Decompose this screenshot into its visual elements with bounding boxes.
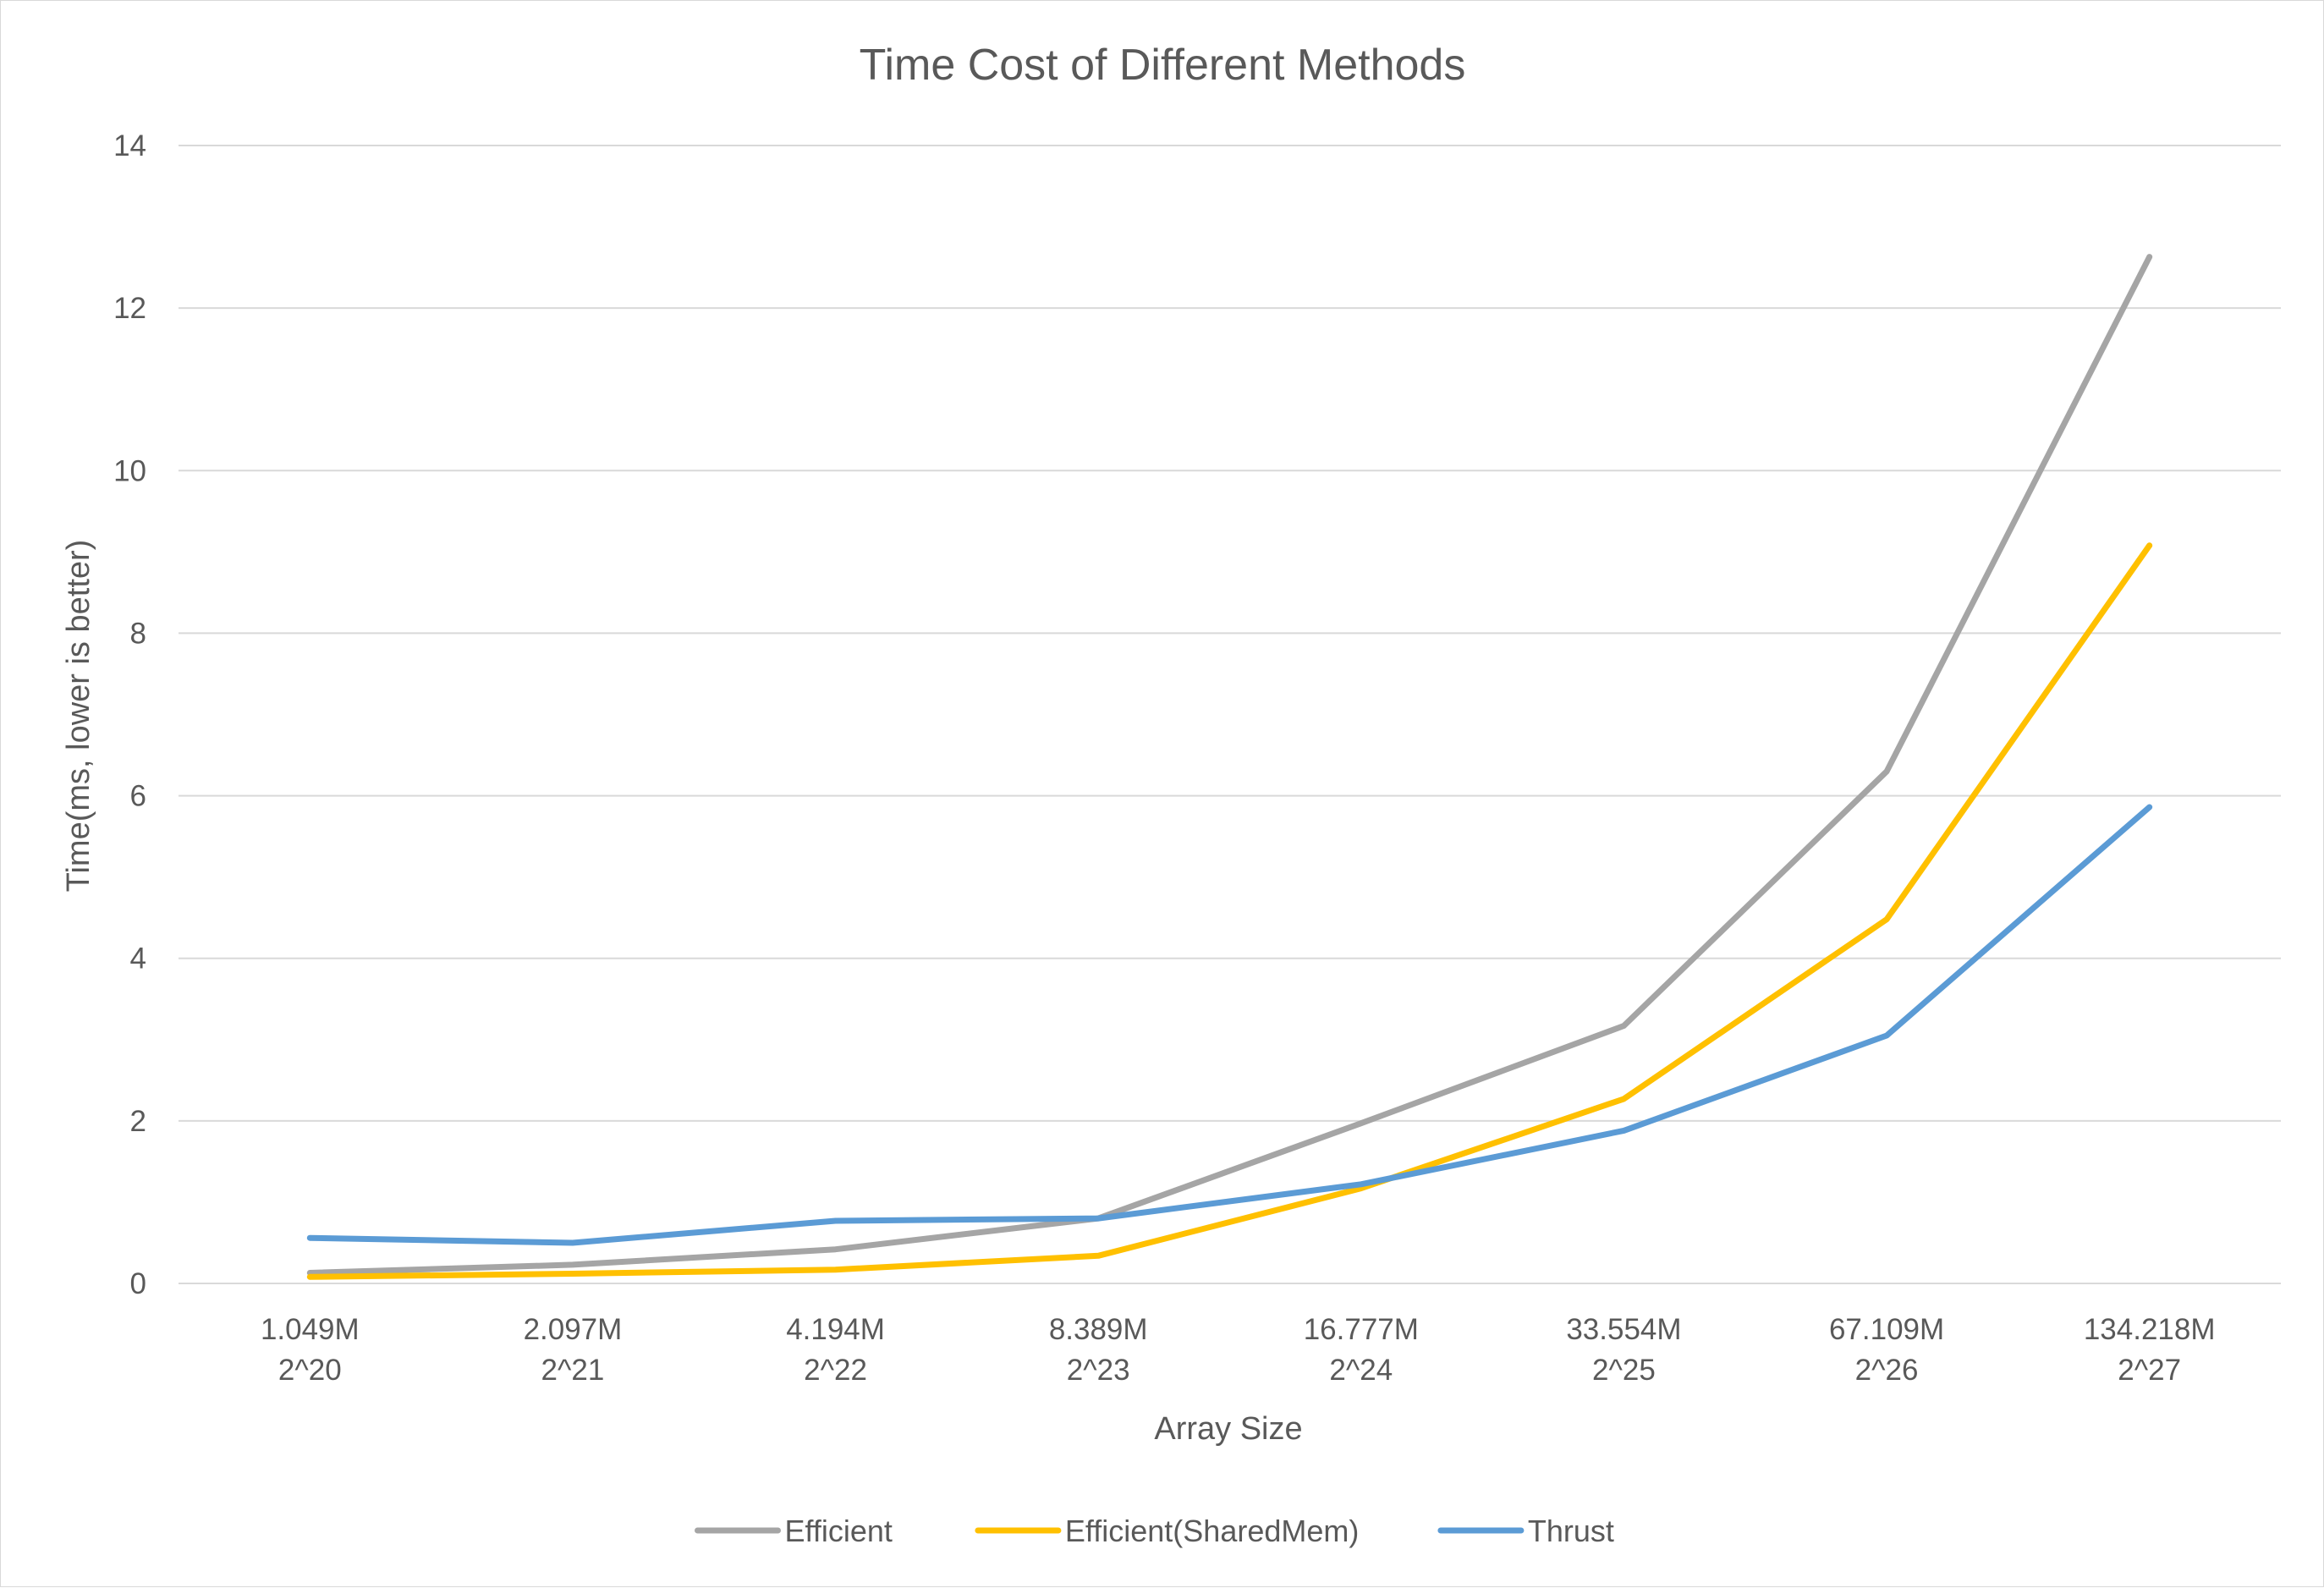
- x-tick-label-line: 134.218M: [2084, 1313, 2216, 1346]
- legend-item: Efficient: [695, 1514, 893, 1548]
- y-tick-label: 6: [130, 780, 146, 813]
- legend-item: Efficient(SharedMem): [975, 1514, 1359, 1548]
- x-tick-label-line: 2^22: [804, 1354, 867, 1387]
- legend-label: Thrust: [1528, 1514, 1614, 1548]
- series-lines: [306, 254, 2153, 1280]
- x-tick-label-line: 2^21: [541, 1354, 605, 1387]
- x-tick-label-line: 2.097M: [524, 1313, 623, 1346]
- x-tick-label-line: 2^26: [1855, 1354, 1919, 1387]
- x-tick-label: 33.554M 2^25: [1566, 1313, 1681, 1387]
- legend-label: Efficient(SharedMem): [1065, 1514, 1359, 1548]
- x-tick-label-line: 2^24: [1329, 1354, 1393, 1387]
- y-axis-ticks: 0 2 4 6 8 10 12 14: [113, 129, 146, 1300]
- gridlines: [179, 145, 2281, 1284]
- x-tick-label-line: 2^25: [1592, 1354, 1656, 1387]
- y-tick-label: 14: [113, 129, 146, 162]
- y-tick-label: 8: [130, 617, 146, 650]
- x-tick-label: 2.097M 2^21: [524, 1313, 623, 1387]
- y-tick-label: 2: [130, 1105, 146, 1138]
- y-tick-label: 10: [113, 454, 146, 487]
- y-tick-label: 12: [113, 292, 146, 325]
- x-tick-label-line: 2^20: [278, 1354, 342, 1387]
- x-tick-label-line: 8.389M: [1049, 1313, 1148, 1346]
- chart-title: Time Cost of Different Methods: [860, 41, 1466, 90]
- x-tick-label-line: 67.109M: [1829, 1313, 1944, 1346]
- series-line-thrust: [306, 804, 2153, 1246]
- series-line-efficient: [306, 254, 2153, 1276]
- x-tick-label: 134.218M 2^27: [2084, 1313, 2216, 1387]
- legend-item: Thrust: [1437, 1514, 1614, 1548]
- x-tick-label: 8.389M 2^23: [1049, 1313, 1148, 1387]
- x-tick-label: 67.109M 2^26: [1829, 1313, 1944, 1387]
- y-tick-label: 0: [130, 1267, 146, 1300]
- x-tick-label-line: 33.554M: [1566, 1313, 1681, 1346]
- x-axis-ticks: 1.049M 2^20 2.097M 2^21 4.194M 2^22 8.389M 2^23…: [261, 1313, 2216, 1387]
- x-tick-label-line: 1.049M: [261, 1313, 360, 1346]
- x-tick-label-line: 2^23: [1067, 1354, 1130, 1387]
- x-tick-label: 16.777M 2^24: [1304, 1313, 1419, 1387]
- x-tick-label-line: 2^27: [2118, 1354, 2181, 1387]
- y-tick-label: 4: [130, 942, 146, 975]
- legend-label: Efficient: [785, 1514, 893, 1548]
- x-tick-label-line: 16.777M: [1304, 1313, 1419, 1346]
- x-tick-label: 1.049M 2^20: [261, 1313, 360, 1387]
- series-line-efficient-sharedmem: [306, 542, 2153, 1280]
- legend: Efficient Efficient(SharedMem) Thrust: [695, 1514, 1614, 1548]
- y-axis-label: Time(ms, lower is better): [61, 540, 96, 893]
- x-axis-label: Array Size: [1154, 1411, 1302, 1447]
- x-tick-label-line: 4.194M: [786, 1313, 885, 1346]
- x-tick-label: 4.194M 2^22: [786, 1313, 885, 1387]
